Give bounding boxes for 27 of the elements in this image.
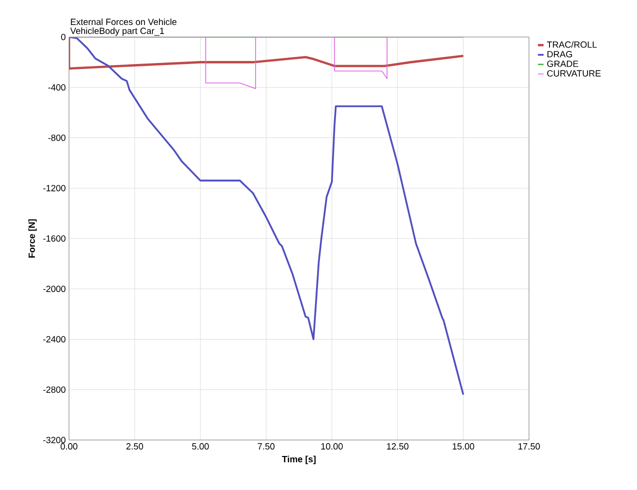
- y-tick-label: -3200: [43, 436, 66, 444]
- x-tick-label: 5.00: [192, 443, 209, 450]
- y-axis-title: Force [N]: [28, 219, 37, 258]
- y-tick-label: -2800: [43, 386, 66, 393]
- y-tick-label: -2000: [43, 286, 66, 292]
- y-tick-label: -400: [48, 84, 66, 91]
- x-tick-label: 2.50: [126, 443, 144, 450]
- chart-title: External Forces on Vehicle: [70, 18, 176, 26]
- y-tick-label: -1200: [43, 184, 66, 192]
- x-tick-label: 12.50: [387, 443, 408, 450]
- y-tick-label: 0: [61, 34, 66, 40]
- legend-label: TRAC/ROLL: [546, 41, 597, 48]
- y-tick-label: -1600: [43, 235, 66, 242]
- x-tick-label: 0.00: [60, 443, 78, 450]
- x-tick-label: 7.50: [258, 443, 275, 450]
- line-series: [69, 37, 464, 396]
- x-tick-label: 15.00: [452, 443, 474, 450]
- x-tick-label: 17.50: [518, 443, 540, 450]
- x-axis-title: Time [s]: [282, 456, 316, 464]
- legend-label: GRADE: [547, 60, 578, 67]
- legend-label: DRAG: [547, 51, 572, 58]
- y-tick-label: -800: [48, 134, 66, 141]
- legend-label: CURVATURE: [547, 70, 601, 77]
- chart-subtitle: VehicleBody part Car_1: [70, 27, 164, 36]
- x-tick-label: 10.00: [321, 443, 343, 450]
- line-series: [69, 37, 464, 90]
- y-tick-label: -2400: [43, 336, 66, 342]
